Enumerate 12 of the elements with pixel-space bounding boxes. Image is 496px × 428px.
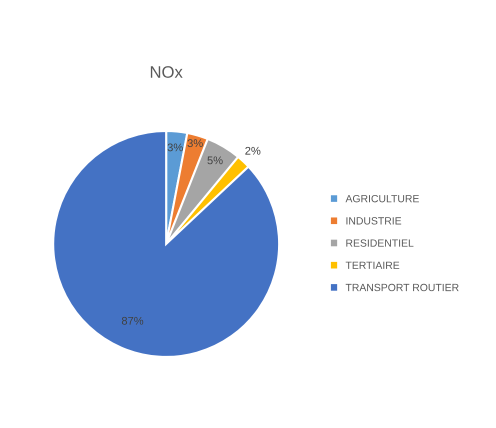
legend-label: INDUSTRIE (346, 217, 402, 225)
data-label: 5% (207, 156, 223, 164)
data-label: 2% (245, 146, 260, 155)
pie-slice (52, 130, 280, 358)
chart-title: NOx (150, 66, 183, 78)
legend-label: RESIDENTIEL (346, 239, 414, 247)
legend-label: TERTIAIRE (346, 262, 400, 269)
data-label: 3% (188, 139, 203, 148)
legend-label: AGRICULTURE (346, 194, 419, 202)
data-label: 87% (122, 316, 144, 325)
legend-label: TRANSPORT ROUTIER (346, 284, 459, 292)
data-label: 3% (168, 143, 183, 152)
